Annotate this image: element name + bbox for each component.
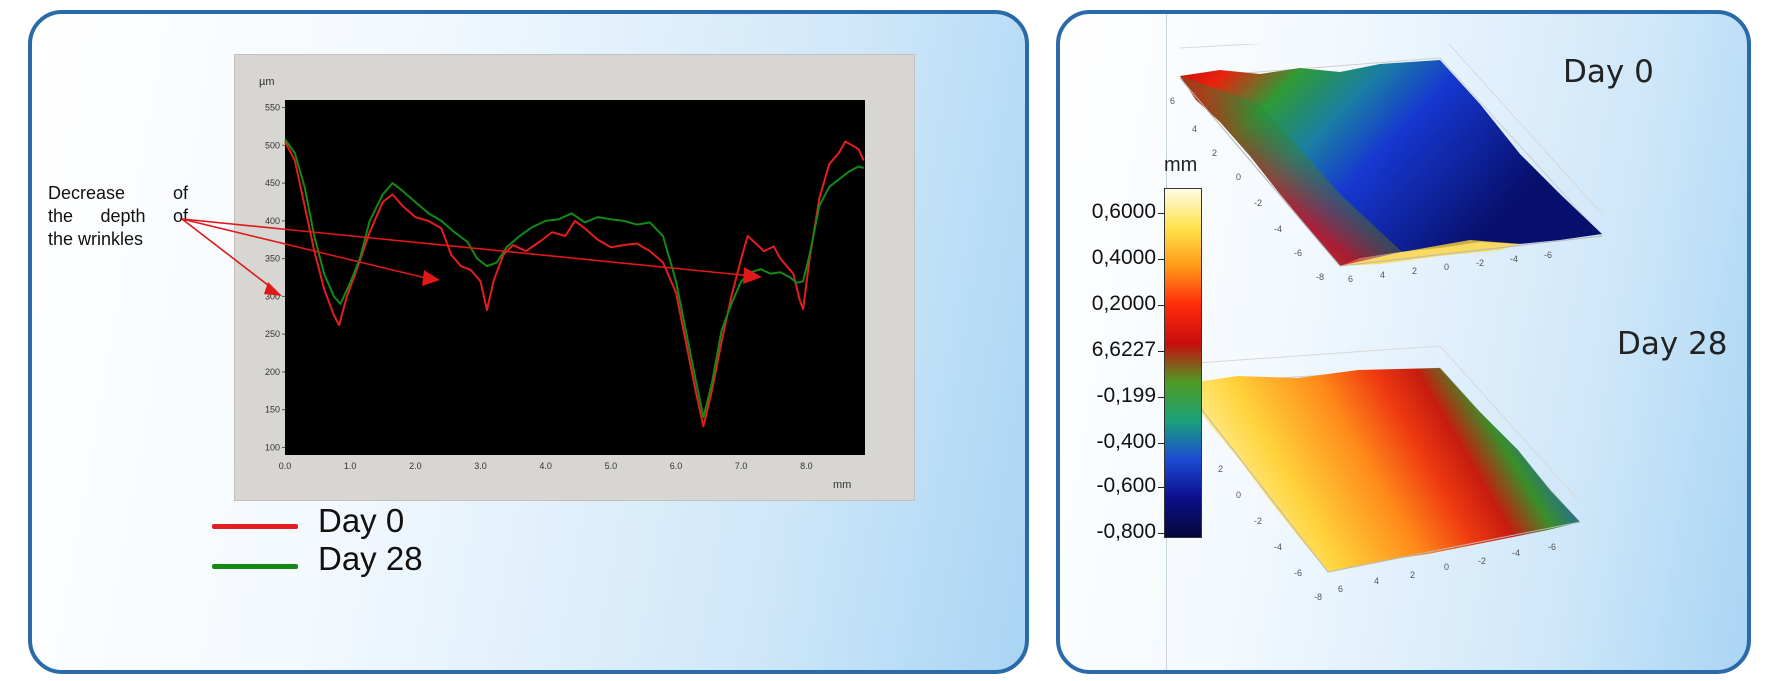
surface-panel: Day 0 Day 28 — [1056, 10, 1751, 674]
svg-text:-2: -2 — [1476, 258, 1484, 268]
svg-text:0: 0 — [1236, 490, 1241, 500]
day0-x-ticks: 6 4 2 0 -2 -4 -6 — [1348, 250, 1552, 284]
colorbar-tick — [1158, 213, 1165, 214]
x-tick-label: 2.0 — [409, 461, 422, 471]
svg-text:6: 6 — [1170, 96, 1175, 106]
colorbar-tick — [1158, 487, 1165, 488]
colorbar-label-4: 6,6227 — [1091, 338, 1156, 361]
annotation-line-3: the wrinkles — [48, 229, 144, 249]
legend-line-day0 — [212, 524, 298, 529]
y-tick-label: 400 — [265, 216, 280, 226]
x-tick-label: 8.0 — [800, 461, 813, 471]
svg-text:0: 0 — [1444, 562, 1449, 572]
colorbar-label-3: 0,2000 — [1091, 292, 1156, 315]
day28-surface-label: Day 28 — [1617, 326, 1728, 362]
svg-text:-2: -2 — [1254, 516, 1262, 526]
colorbar-label-7: -0,600 — [1096, 474, 1156, 497]
colorbar-label-5: -0,199 — [1096, 384, 1156, 407]
svg-text:-6: -6 — [1548, 542, 1556, 552]
annotation-text: Decrease of the depth of the wrinkles — [48, 182, 188, 251]
svg-text:-8: -8 — [1316, 272, 1324, 282]
svg-text:-4: -4 — [1512, 548, 1520, 558]
svg-text:0: 0 — [1444, 262, 1449, 272]
day0-surface-plot: 6 4 2 0 -2 -4 -6 -8 6 4 2 0 -2 -4 -6 — [1170, 44, 1604, 284]
svg-text:-4: -4 — [1274, 542, 1282, 552]
chart-frame: µm mm 100 150 200 250 300 350 400 450 500 550 0.0 1… — [234, 54, 915, 501]
colorbar-label-1: 0,6000 — [1091, 200, 1156, 223]
y-tick-label: 300 — [265, 291, 280, 301]
annotation-line-1: Decrease of — [48, 183, 188, 203]
y-tick-label: 200 — [265, 367, 280, 377]
y-tick-label: 550 — [265, 103, 280, 113]
plot-area — [285, 100, 865, 455]
svg-text:4: 4 — [1380, 270, 1385, 280]
y-tick-label: 250 — [265, 329, 280, 339]
svg-text:2: 2 — [1412, 266, 1417, 276]
colorbar-label-2: 0,4000 — [1091, 246, 1156, 269]
day0-surface — [1180, 60, 1602, 266]
day0-y-ticks: 6 4 2 0 -2 -4 -6 -8 — [1170, 96, 1324, 282]
y-tick-label: 500 — [265, 140, 280, 150]
x-tick-label: 1.0 — [344, 461, 357, 471]
x-tick-label: 3.0 — [474, 461, 487, 471]
y-tick-label: 350 — [265, 254, 280, 264]
colorbar-tick — [1158, 533, 1165, 534]
svg-text:-6: -6 — [1294, 568, 1302, 578]
annotation-line-2: the depth of — [48, 206, 188, 226]
x-tick-label: 5.0 — [605, 461, 618, 471]
svg-text:-4: -4 — [1274, 224, 1282, 234]
svg-text:-6: -6 — [1544, 250, 1552, 260]
legend-label-day28: Day 28 — [318, 540, 423, 577]
y-axis-unit-label: µm — [259, 76, 275, 88]
y-tick-label: 100 — [265, 442, 280, 452]
svg-text:2: 2 — [1218, 464, 1223, 474]
day28-surface — [1182, 368, 1580, 572]
x-axis-unit-label: mm — [833, 479, 851, 491]
svg-text:2: 2 — [1212, 148, 1217, 158]
colorbar-label-6: -0,400 — [1096, 430, 1156, 453]
svg-text:4: 4 — [1192, 124, 1197, 134]
svg-text:2: 2 — [1410, 570, 1415, 580]
colorbar-tick — [1158, 259, 1165, 260]
colorbar-tick — [1158, 305, 1165, 306]
svg-text:0: 0 — [1236, 172, 1241, 182]
colorbar-unit: mm — [1164, 154, 1198, 176]
day0-surface-label: Day 0 — [1563, 54, 1654, 90]
svg-text:-2: -2 — [1254, 198, 1262, 208]
svg-text:-2: -2 — [1478, 556, 1486, 566]
day28-surface-plot: 6 4 2 0 -2 -4 -6 -8 6 4 2 0 -2 -4 -6 — [1178, 345, 1581, 602]
svg-text:-8: -8 — [1314, 592, 1322, 602]
svg-text:6: 6 — [1338, 584, 1343, 594]
colorbar-label-8: -0,800 — [1096, 520, 1156, 543]
svg-text:-4: -4 — [1510, 254, 1518, 264]
legend-line-day28 — [212, 564, 298, 569]
x-tick-label: 7.0 — [735, 461, 748, 471]
y-tick-label: 150 — [265, 405, 280, 415]
colorbar-tick — [1158, 397, 1165, 398]
svg-text:6: 6 — [1348, 274, 1353, 284]
y-tick-label: 450 — [265, 178, 280, 188]
x-tick-label: 0.0 — [279, 461, 292, 471]
legend-label-day0: Day 0 — [318, 502, 405, 539]
profile-panel: µm mm 100 150 200 250 300 350 400 450 500 550 0.0 1… — [28, 10, 1029, 674]
x-tick-label: 4.0 — [539, 461, 552, 471]
colorbar-tick — [1158, 351, 1165, 352]
svg-text:-6: -6 — [1294, 248, 1302, 258]
colorbar-tick — [1158, 443, 1165, 444]
colorbar — [1164, 188, 1202, 538]
profile-chart: µm mm 100 150 200 250 300 350 400 450 500 550 0.0 1… — [259, 76, 865, 491]
x-tick-label: 6.0 — [670, 461, 683, 471]
day28-x-ticks: 6 4 2 0 -2 -4 -6 — [1338, 542, 1556, 594]
svg-text:4: 4 — [1374, 576, 1379, 586]
